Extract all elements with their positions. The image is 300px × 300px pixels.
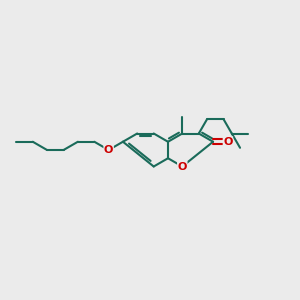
Text: O: O [178,161,187,172]
Text: O: O [223,137,232,147]
Text: O: O [104,145,113,155]
